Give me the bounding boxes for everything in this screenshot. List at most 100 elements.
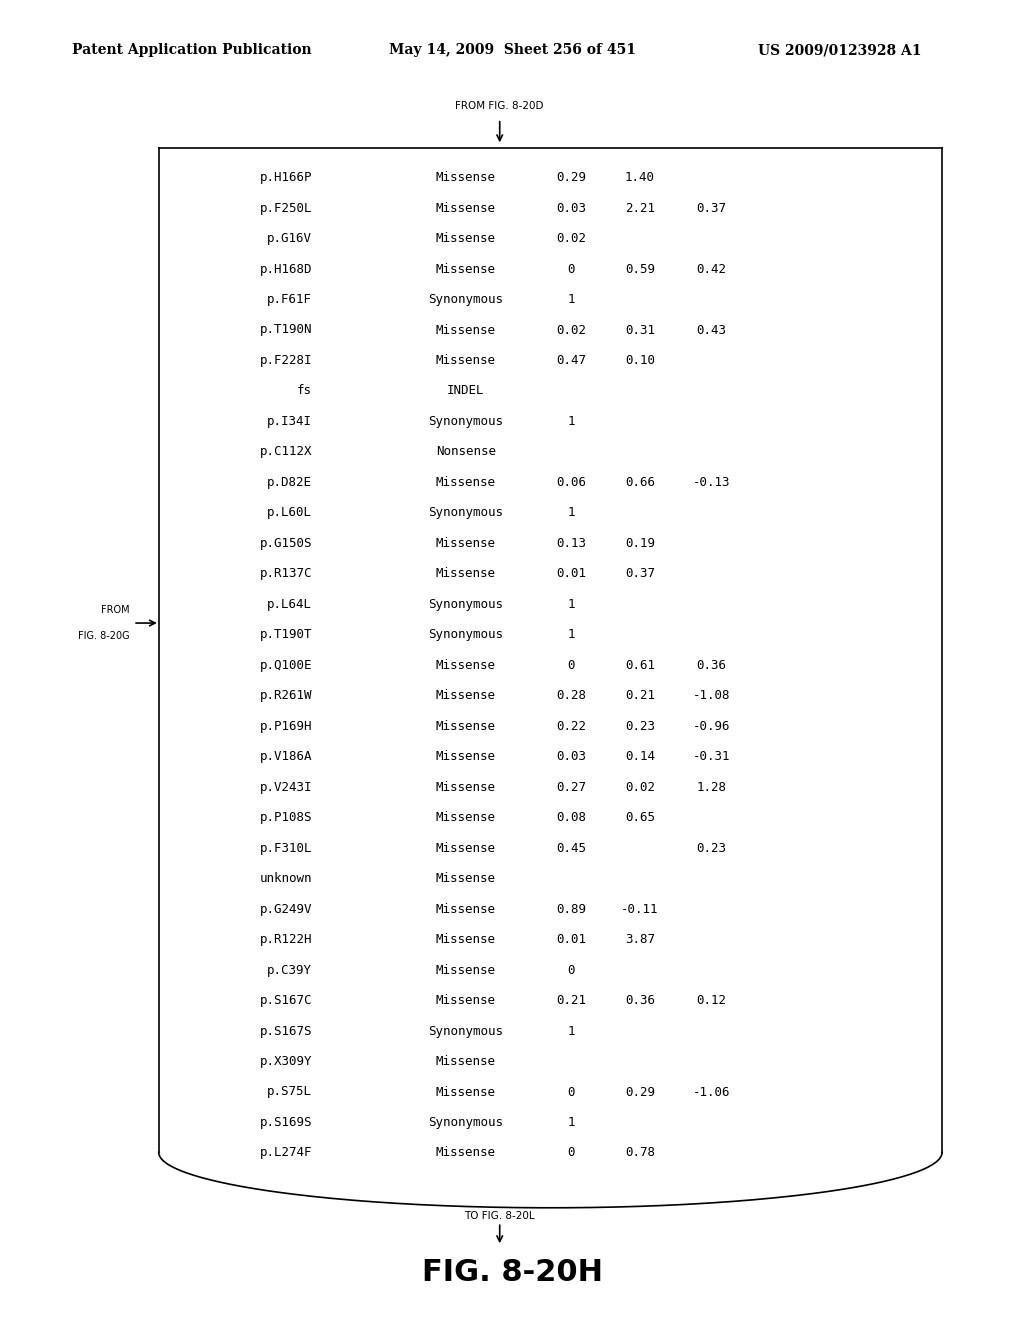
Text: 0.28: 0.28 xyxy=(556,689,587,702)
Text: 0.21: 0.21 xyxy=(556,994,587,1007)
Text: p.C112X: p.C112X xyxy=(260,445,312,458)
Text: 1.28: 1.28 xyxy=(696,780,727,793)
Text: p.S75L: p.S75L xyxy=(267,1085,312,1098)
Text: Missense: Missense xyxy=(436,568,496,581)
Text: p.L274F: p.L274F xyxy=(260,1147,312,1159)
Text: 1: 1 xyxy=(567,628,575,642)
Text: p.Q100E: p.Q100E xyxy=(260,659,312,672)
Text: 0.36: 0.36 xyxy=(625,994,655,1007)
Text: 0.31: 0.31 xyxy=(625,323,655,337)
Text: -0.13: -0.13 xyxy=(693,477,730,488)
Text: -0.96: -0.96 xyxy=(693,719,730,733)
Text: p.F61F: p.F61F xyxy=(267,293,312,306)
Text: 0.29: 0.29 xyxy=(556,172,587,183)
Text: p.S167C: p.S167C xyxy=(260,994,312,1007)
Text: Missense: Missense xyxy=(436,933,496,946)
Text: 0.66: 0.66 xyxy=(625,477,655,488)
Text: 0.59: 0.59 xyxy=(625,263,655,276)
Text: -1.08: -1.08 xyxy=(693,689,730,702)
Text: 0.45: 0.45 xyxy=(556,842,587,854)
Text: 0.42: 0.42 xyxy=(696,263,727,276)
Text: p.R137C: p.R137C xyxy=(260,568,312,581)
Text: Synonymous: Synonymous xyxy=(428,507,504,519)
Text: 0.02: 0.02 xyxy=(556,232,587,246)
Text: Missense: Missense xyxy=(436,719,496,733)
Text: 0.43: 0.43 xyxy=(696,323,727,337)
Text: 0.12: 0.12 xyxy=(696,994,727,1007)
Text: 0: 0 xyxy=(567,263,575,276)
Text: FIG. 8-20G: FIG. 8-20G xyxy=(79,631,130,642)
Text: 2.21: 2.21 xyxy=(625,202,655,215)
Text: p.S169S: p.S169S xyxy=(260,1115,312,1129)
Text: 0: 0 xyxy=(567,964,575,977)
Text: Synonymous: Synonymous xyxy=(428,414,504,428)
Text: 0.01: 0.01 xyxy=(556,568,587,581)
Text: 0.14: 0.14 xyxy=(625,750,655,763)
Text: Patent Application Publication: Patent Application Publication xyxy=(72,44,311,57)
Text: p.R261W: p.R261W xyxy=(260,689,312,702)
Text: May 14, 2009  Sheet 256 of 451: May 14, 2009 Sheet 256 of 451 xyxy=(389,44,636,57)
Text: 3.87: 3.87 xyxy=(625,933,655,946)
Text: p.G150S: p.G150S xyxy=(260,537,312,550)
Text: p.F250L: p.F250L xyxy=(260,202,312,215)
Text: 0.65: 0.65 xyxy=(625,812,655,824)
Text: p.I34I: p.I34I xyxy=(267,414,312,428)
Text: 0.37: 0.37 xyxy=(625,568,655,581)
Text: 0.23: 0.23 xyxy=(696,842,727,854)
Text: -1.06: -1.06 xyxy=(693,1085,730,1098)
Text: 0.03: 0.03 xyxy=(556,750,587,763)
Text: p.L60L: p.L60L xyxy=(267,507,312,519)
Text: Missense: Missense xyxy=(436,1055,496,1068)
Text: 0.02: 0.02 xyxy=(625,780,655,793)
Text: Missense: Missense xyxy=(436,537,496,550)
Text: 1: 1 xyxy=(567,1115,575,1129)
Text: FIG. 8-20H: FIG. 8-20H xyxy=(422,1258,602,1287)
Text: 1: 1 xyxy=(567,507,575,519)
Text: Synonymous: Synonymous xyxy=(428,598,504,611)
Text: Synonymous: Synonymous xyxy=(428,1115,504,1129)
Text: 1: 1 xyxy=(567,293,575,306)
Text: Missense: Missense xyxy=(436,873,496,886)
Text: 0.02: 0.02 xyxy=(556,323,587,337)
Text: 0.23: 0.23 xyxy=(625,719,655,733)
Text: 0.01: 0.01 xyxy=(556,933,587,946)
Text: 0: 0 xyxy=(567,659,575,672)
Text: FROM: FROM xyxy=(101,605,130,615)
Text: p.R122H: p.R122H xyxy=(260,933,312,946)
Text: 0.10: 0.10 xyxy=(625,354,655,367)
Text: Missense: Missense xyxy=(436,994,496,1007)
Text: p.T190N: p.T190N xyxy=(260,323,312,337)
Text: 0.47: 0.47 xyxy=(556,354,587,367)
Text: p.D82E: p.D82E xyxy=(267,477,312,488)
Text: p.V186A: p.V186A xyxy=(260,750,312,763)
Text: 0.37: 0.37 xyxy=(696,202,727,215)
Text: Missense: Missense xyxy=(436,780,496,793)
Text: fs: fs xyxy=(297,384,312,397)
Text: p.F228I: p.F228I xyxy=(260,354,312,367)
Text: -0.31: -0.31 xyxy=(693,750,730,763)
Text: p.G16V: p.G16V xyxy=(267,232,312,246)
Text: 0.61: 0.61 xyxy=(625,659,655,672)
Text: Synonymous: Synonymous xyxy=(428,1024,504,1038)
Text: Missense: Missense xyxy=(436,812,496,824)
Text: INDEL: INDEL xyxy=(447,384,484,397)
Text: -0.11: -0.11 xyxy=(622,903,658,916)
Text: Synonymous: Synonymous xyxy=(428,293,504,306)
Text: 0.22: 0.22 xyxy=(556,719,587,733)
Text: Missense: Missense xyxy=(436,263,496,276)
Text: 1: 1 xyxy=(567,1024,575,1038)
Text: 1: 1 xyxy=(567,598,575,611)
Text: Missense: Missense xyxy=(436,842,496,854)
Text: p.H168D: p.H168D xyxy=(260,263,312,276)
Text: 0.36: 0.36 xyxy=(696,659,727,672)
Text: 0.78: 0.78 xyxy=(625,1147,655,1159)
Text: 1.40: 1.40 xyxy=(625,172,655,183)
Text: Missense: Missense xyxy=(436,903,496,916)
Text: Missense: Missense xyxy=(436,1147,496,1159)
Text: p.C39Y: p.C39Y xyxy=(267,964,312,977)
Text: p.S167S: p.S167S xyxy=(260,1024,312,1038)
Text: 0.19: 0.19 xyxy=(625,537,655,550)
Text: Synonymous: Synonymous xyxy=(428,628,504,642)
Text: FROM FIG. 8-20D: FROM FIG. 8-20D xyxy=(456,100,544,111)
Text: p.F310L: p.F310L xyxy=(260,842,312,854)
